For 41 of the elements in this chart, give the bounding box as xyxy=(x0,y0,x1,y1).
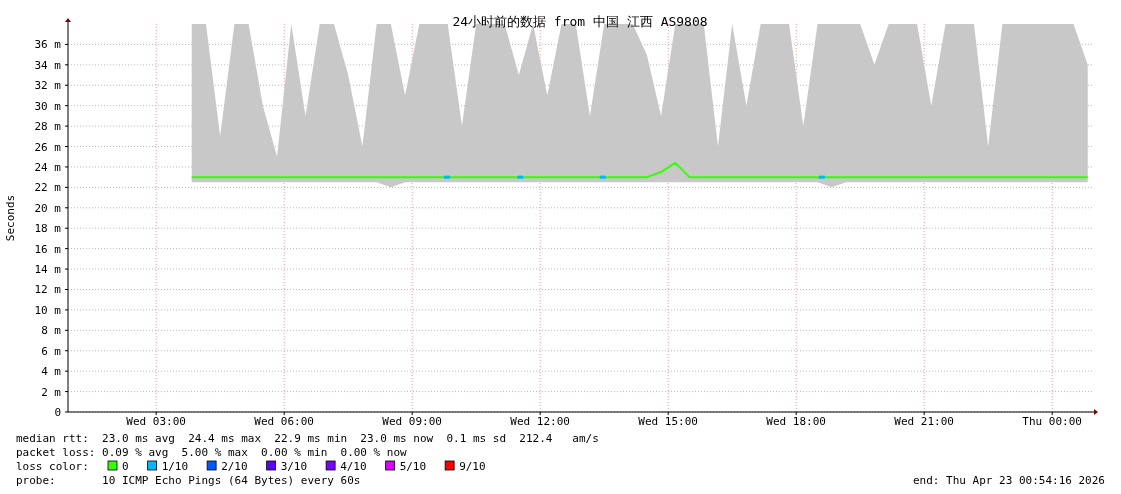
x-tick-label: Wed 03:00 xyxy=(126,415,186,428)
x-tick-label: Wed 15:00 xyxy=(638,415,698,428)
text: median rtt: 23.0 ms avg 24.4 ms max 22.9 ms min 23.0 ms now 0.1 ms sd 212.4 am/s xyxy=(16,432,599,445)
y-tick-label: 12 m xyxy=(34,283,62,297)
legend-label: 2/10 xyxy=(221,460,248,473)
y-tick-label: 4 m xyxy=(41,365,62,379)
y-tick-label: 24 m xyxy=(34,160,62,174)
y-tick-label: 6 m xyxy=(41,344,62,358)
x-tick-label: Wed 09:00 xyxy=(382,415,442,428)
y-tick-label: 26 m xyxy=(34,140,62,154)
y-tick-label: 20 m xyxy=(34,201,62,215)
y-tick-label: 32 m xyxy=(34,79,62,93)
y-tick-label: 18 m xyxy=(34,222,62,236)
x-tick-label: Wed 21:00 xyxy=(894,415,954,428)
y-tick-label: 36 m xyxy=(34,38,62,52)
legend-label: 0 xyxy=(122,460,129,473)
y-tick-label: 28 m xyxy=(34,120,62,134)
text: end: Thu Apr 23 00:54:16 2026 xyxy=(912,474,1105,487)
legend-label: 1/10 xyxy=(161,460,189,473)
legend-title: loss color: xyxy=(16,460,89,473)
y-tick-label: 16 m xyxy=(34,242,62,256)
y-tick-label: 0 xyxy=(54,406,61,419)
y-axis-title: Seconds xyxy=(4,194,17,242)
x-tick-label: Thu 00:00 xyxy=(1022,415,1082,428)
text: probe: 10 ICMP Echo Pings (64 Bytes) every 60s xyxy=(16,474,361,487)
x-tick-label: Wed 18:00 xyxy=(766,415,826,428)
x-tick-label: Wed 06:00 xyxy=(254,415,314,428)
chart-title: 24小时前的数据 from 中国 江西 AS9808 xyxy=(452,14,708,29)
legend-label: 5/10 xyxy=(399,460,427,473)
x-tick-label: Wed 12:00 xyxy=(510,415,570,428)
legend-label: 4/10 xyxy=(340,460,367,473)
y-tick-label: 30 m xyxy=(34,99,62,113)
legend-label: 9/10 xyxy=(459,460,486,473)
y-tick-label: 14 m xyxy=(34,263,62,277)
text: packet loss: 0.09 % avg 5.00 % max 0.00 % min 0.00 % now xyxy=(16,446,408,459)
y-tick-label: 34 m xyxy=(34,58,62,72)
y-tick-label: 10 m xyxy=(34,303,62,317)
y-tick-label: 2 m xyxy=(41,385,62,399)
legend-label: 3/10 xyxy=(280,460,308,473)
y-tick-label: 8 m xyxy=(41,324,62,338)
y-tick-label: 22 m xyxy=(34,181,62,195)
